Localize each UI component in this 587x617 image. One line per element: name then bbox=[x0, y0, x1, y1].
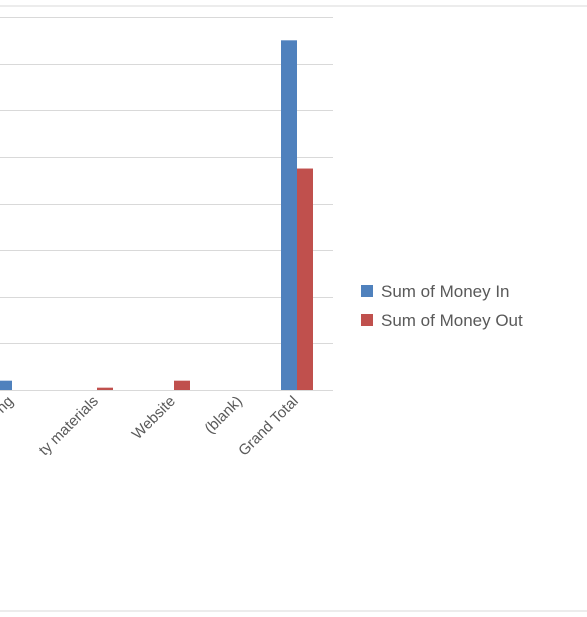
category-label: Website bbox=[129, 393, 179, 443]
legend-label-money-out: Sum of Money Out bbox=[381, 311, 523, 330]
category-label: (blank) bbox=[201, 393, 245, 437]
bar-money-out-4 bbox=[297, 169, 313, 390]
bar-money-out-2 bbox=[174, 381, 190, 390]
legend-label-money-in: Sum of Money In bbox=[381, 282, 510, 301]
category-label: ng bbox=[0, 393, 17, 417]
category-axis-labels: ng ty materials Website (blank)Grand Total bbox=[0, 393, 302, 460]
category-label: Grand Total bbox=[235, 393, 302, 460]
bar-money-in-0 bbox=[0, 381, 12, 390]
bar-money-out-1 bbox=[97, 388, 113, 390]
category-label: ty materials bbox=[36, 393, 102, 459]
legend-swatch-money-out bbox=[361, 314, 373, 326]
legend-swatch-money-in bbox=[361, 285, 373, 297]
bar-money-in-4 bbox=[281, 40, 297, 390]
bars bbox=[0, 40, 313, 390]
legend: Sum of Money In Sum of Money Out bbox=[361, 282, 523, 330]
